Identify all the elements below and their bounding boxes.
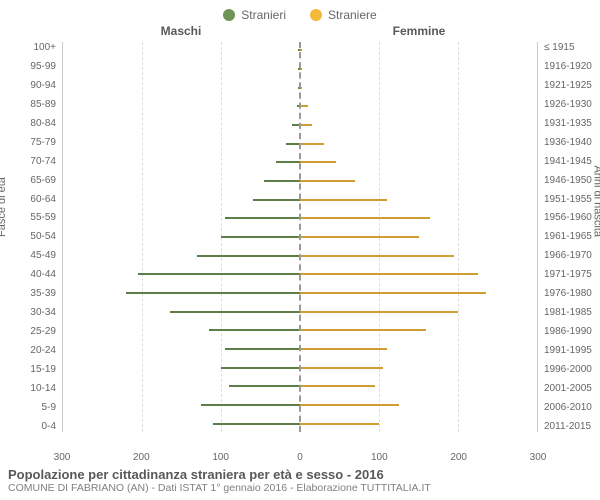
- bar-female: [300, 124, 312, 126]
- age-label: 55-59: [0, 212, 56, 223]
- chart-area: Fasce di età Anni di nascita 100+ 95-99 90…: [0, 42, 600, 432]
- bar-female: [300, 180, 355, 182]
- age-label: 65-69: [0, 175, 56, 186]
- age-label: 20-24: [0, 345, 56, 356]
- bar-female: [300, 273, 478, 275]
- bar-male: [264, 180, 300, 182]
- section-female: Femmine: [300, 24, 538, 42]
- legend-swatch-female: [310, 9, 322, 21]
- legend-item-male: Stranieri: [223, 8, 286, 22]
- y-axis-title-left: Fasce di età: [0, 177, 8, 237]
- bar-male: [126, 292, 300, 294]
- bar-female: [300, 367, 383, 369]
- bar-female: [300, 143, 324, 145]
- bar-female: [300, 105, 308, 107]
- birth-label: ≤ 1915: [544, 42, 600, 53]
- bar-male: [225, 348, 300, 350]
- age-label: 45-49: [0, 250, 56, 261]
- birth-label: 1966-1970: [544, 250, 600, 261]
- birth-label: 2006-2010: [544, 402, 600, 413]
- bar-male: [197, 255, 300, 257]
- section-labels: Maschi Femmine: [0, 24, 600, 42]
- birth-label: 1936-1940: [544, 137, 600, 148]
- birth-label: 1981-1985: [544, 307, 600, 318]
- birth-label: 2001-2005: [544, 383, 600, 394]
- bar-female: [300, 217, 430, 219]
- age-label: 85-89: [0, 99, 56, 110]
- birth-label: 1971-1975: [544, 269, 600, 280]
- age-label: 70-74: [0, 156, 56, 167]
- bar-male: [209, 329, 300, 331]
- bar-male: [229, 385, 300, 387]
- birth-label: 1986-1990: [544, 326, 600, 337]
- age-label: 0-4: [0, 421, 56, 432]
- bar-male: [138, 273, 300, 275]
- age-label: 10-14: [0, 383, 56, 394]
- bar-male: [286, 143, 300, 145]
- bar-female: [300, 255, 454, 257]
- legend: Stranieri Straniere: [0, 0, 600, 24]
- x-tick: 100: [371, 452, 388, 463]
- bar-female: [300, 329, 426, 331]
- birth-label: 1921-1925: [544, 80, 600, 91]
- age-label: 25-29: [0, 326, 56, 337]
- plot: [62, 42, 538, 432]
- x-tick: 200: [133, 452, 150, 463]
- bar-female: [300, 348, 387, 350]
- birth-label: 1931-1935: [544, 118, 600, 129]
- chart-subtitle: COMUNE DI FABRIANO (AN) - Dati ISTAT 1° …: [8, 482, 592, 494]
- bar-female: [300, 385, 375, 387]
- bar-male: [201, 404, 300, 406]
- birth-label: 1991-1995: [544, 345, 600, 356]
- age-label: 80-84: [0, 118, 56, 129]
- x-tick: 100: [212, 452, 229, 463]
- age-label: 40-44: [0, 269, 56, 280]
- bar-male: [170, 311, 300, 313]
- age-label: 95-99: [0, 61, 56, 72]
- birth-label: 1996-2000: [544, 364, 600, 375]
- age-label: 60-64: [0, 194, 56, 205]
- chart-title: Popolazione per cittadinanza straniera p…: [8, 467, 592, 482]
- legend-swatch-male: [223, 9, 235, 21]
- bar-male: [276, 161, 300, 163]
- legend-item-female: Straniere: [310, 8, 377, 22]
- bar-female: [300, 292, 486, 294]
- bar-female: [300, 236, 419, 238]
- bar-male: [225, 217, 300, 219]
- bar-male: [213, 423, 300, 425]
- population-pyramid: Stranieri Straniere Maschi Femmine Fasce…: [0, 0, 600, 500]
- birth-label: 1916-1920: [544, 61, 600, 72]
- age-label: 90-94: [0, 80, 56, 91]
- bar-male: [253, 199, 300, 201]
- x-tick: 200: [450, 452, 467, 463]
- bar-female: [300, 311, 458, 313]
- age-label: 15-19: [0, 364, 56, 375]
- x-tick: 0: [297, 452, 303, 463]
- section-male: Maschi: [62, 24, 300, 42]
- age-label: 30-34: [0, 307, 56, 318]
- age-label: 35-39: [0, 288, 56, 299]
- bar-female: [300, 423, 379, 425]
- x-tick: 300: [530, 452, 547, 463]
- bar-male: [221, 367, 300, 369]
- y-axis-title-right: Anni di nascita: [592, 165, 600, 237]
- bar-female: [300, 161, 336, 163]
- footer: Popolazione per cittadinanza straniera p…: [8, 467, 592, 494]
- bar-male: [221, 236, 300, 238]
- bar-female: [300, 199, 387, 201]
- legend-label-male: Stranieri: [241, 8, 286, 22]
- age-label: 100+: [0, 42, 56, 53]
- bar-female: [300, 404, 399, 406]
- age-label: 5-9: [0, 402, 56, 413]
- center-line: [299, 42, 301, 432]
- x-tick: 300: [54, 452, 71, 463]
- birth-label: 1926-1930: [544, 99, 600, 110]
- age-label: 50-54: [0, 231, 56, 242]
- birth-label: 1976-1980: [544, 288, 600, 299]
- age-label: 75-79: [0, 137, 56, 148]
- legend-label-female: Straniere: [328, 8, 377, 22]
- birth-label: 2011-2015: [544, 421, 600, 432]
- y-axis-left: 100+ 95-99 90-94 85-89 80-84 75-79 70-74 65-69 6…: [0, 42, 62, 432]
